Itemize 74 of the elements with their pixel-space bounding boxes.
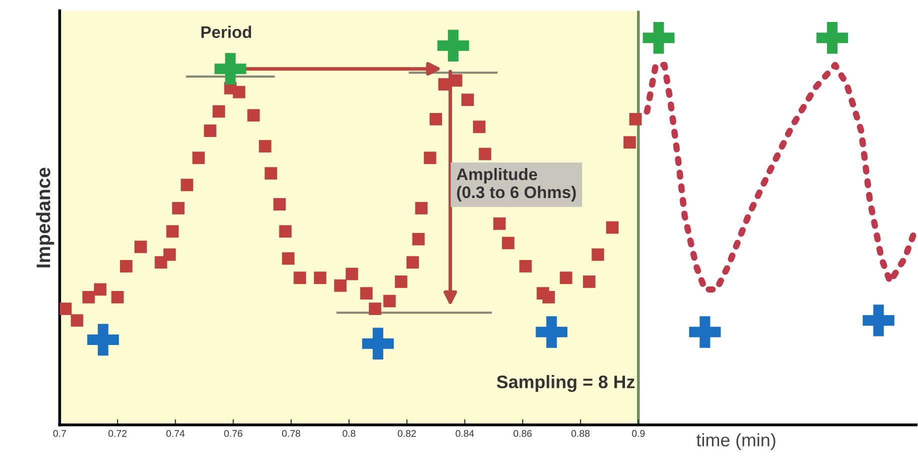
point (82, 290, 95, 304)
point (314, 272, 326, 284)
point (424, 152, 436, 164)
point (592, 248, 604, 261)
y-axis-title: Impedance (36, 168, 54, 268)
point (519, 260, 532, 272)
point (204, 124, 216, 137)
point (247, 109, 260, 122)
point (346, 268, 358, 280)
annotation: Sampling = 8 Hz (496, 375, 635, 392)
point (629, 112, 642, 126)
point (473, 120, 486, 134)
x-tick-label: 0.88 (571, 430, 590, 437)
point (192, 152, 205, 164)
point (536, 316, 568, 348)
point (70, 314, 84, 327)
point (582, 276, 596, 288)
point (264, 167, 278, 180)
point (120, 260, 132, 272)
point (94, 283, 106, 296)
point (273, 198, 286, 211)
point (450, 74, 462, 87)
point (394, 276, 408, 288)
x-tick-label: 0.84 (456, 430, 474, 437)
point (383, 294, 396, 308)
point (111, 290, 124, 304)
point (437, 30, 470, 62)
x-tick-label: 0.9 (632, 430, 645, 437)
point (368, 302, 382, 316)
point (214, 53, 246, 85)
point (360, 287, 373, 300)
x-tick-label: 0.7 (53, 430, 66, 437)
point (406, 256, 419, 269)
point (862, 304, 894, 336)
x-tick-label: 0.86 (514, 430, 532, 437)
x-axis-title: time (min) (696, 433, 776, 450)
point (415, 202, 428, 214)
x-tick-label: 0.82 (398, 430, 416, 437)
point (134, 240, 147, 254)
point (816, 22, 848, 54)
point (180, 178, 194, 192)
point (258, 140, 272, 152)
x-tick-label: 0.76 (224, 430, 242, 437)
point (412, 232, 425, 246)
annotation: Period (201, 26, 252, 38)
point (502, 236, 514, 250)
point (642, 22, 674, 54)
point (689, 316, 721, 348)
x-tick-label: 0.74 (166, 430, 185, 437)
point (279, 225, 292, 238)
point (334, 279, 347, 292)
point (623, 136, 636, 149)
annotation: Amplitude (0.3 to 6 Ohms) (456, 168, 576, 202)
point (461, 94, 474, 106)
point (362, 328, 394, 360)
point (478, 148, 492, 160)
point (493, 217, 506, 230)
x-tick-label: 0.8 (342, 430, 356, 437)
x-tick-label: 0.72 (108, 430, 127, 437)
point (282, 252, 294, 265)
point (430, 112, 442, 126)
point (87, 324, 119, 356)
point (606, 221, 619, 234)
point (60, 302, 72, 316)
point (542, 290, 555, 304)
x-tick-label: 0.78 (282, 430, 300, 437)
point (438, 78, 451, 91)
point (172, 202, 185, 214)
point (232, 86, 246, 98)
point (560, 272, 572, 284)
point (163, 248, 176, 261)
point (212, 105, 226, 118)
point (294, 272, 306, 284)
point (166, 225, 179, 238)
